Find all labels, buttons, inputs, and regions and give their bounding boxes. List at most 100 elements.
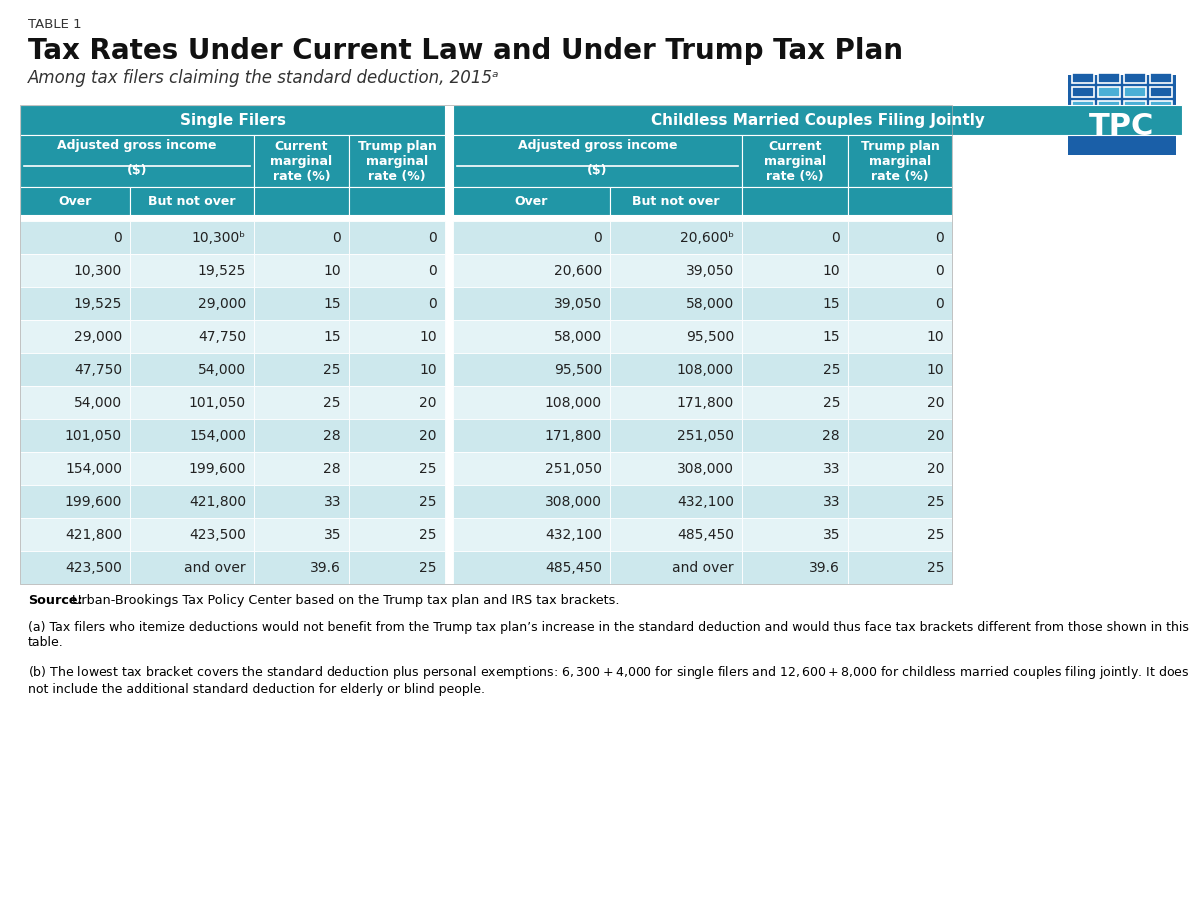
Bar: [454, 287, 610, 320]
Bar: [254, 320, 349, 353]
Text: 0: 0: [832, 230, 840, 245]
Bar: [610, 221, 742, 254]
Text: 251,050: 251,050: [545, 461, 602, 476]
Text: TABLE 1: TABLE 1: [28, 18, 82, 31]
Bar: [1150, 87, 1172, 97]
Bar: [610, 485, 742, 518]
Bar: [130, 221, 254, 254]
Text: 423,500: 423,500: [65, 561, 122, 574]
Text: 10: 10: [419, 330, 437, 343]
Bar: [349, 551, 445, 584]
Text: 0: 0: [428, 297, 437, 310]
Text: Among tax filers claiming the standard deduction, 2015ᵃ: Among tax filers claiming the standard d…: [28, 69, 499, 87]
Bar: [848, 287, 952, 320]
Bar: [254, 353, 349, 386]
Text: (a) Tax filers who itemize deductions would not benefit from the Trump tax plan’: (a) Tax filers who itemize deductions wo…: [28, 621, 1189, 649]
Text: 54,000: 54,000: [198, 362, 246, 376]
Bar: [1098, 73, 1120, 83]
Text: 35: 35: [822, 528, 840, 541]
Text: 54,000: 54,000: [74, 395, 122, 410]
Bar: [349, 353, 445, 386]
Text: Trump plan
marginal
rate (%): Trump plan marginal rate (%): [358, 140, 437, 183]
Bar: [848, 353, 952, 386]
Text: 35: 35: [324, 528, 341, 541]
Bar: [848, 320, 952, 353]
Text: 10: 10: [926, 362, 944, 376]
Text: 0: 0: [428, 230, 437, 245]
Text: 25: 25: [324, 395, 341, 410]
Text: 101,050: 101,050: [65, 428, 122, 443]
Bar: [454, 187, 610, 215]
Bar: [742, 386, 848, 419]
Bar: [130, 518, 254, 551]
Bar: [742, 551, 848, 584]
Text: 20: 20: [926, 461, 944, 476]
Text: 108,000: 108,000: [545, 395, 602, 410]
Text: 0: 0: [332, 230, 341, 245]
Text: 28: 28: [323, 461, 341, 476]
Bar: [610, 452, 742, 485]
Text: 308,000: 308,000: [545, 495, 602, 509]
Bar: [20, 215, 445, 221]
Bar: [130, 353, 254, 386]
Bar: [1098, 87, 1120, 97]
Text: 33: 33: [822, 461, 840, 476]
Bar: [20, 135, 254, 187]
Bar: [1068, 75, 1176, 155]
Text: 251,050: 251,050: [677, 428, 734, 443]
Text: 33: 33: [324, 495, 341, 509]
Bar: [349, 135, 445, 187]
Text: 421,800: 421,800: [65, 528, 122, 541]
Bar: [610, 320, 742, 353]
Text: 25: 25: [822, 395, 840, 410]
Text: 10: 10: [822, 264, 840, 278]
Text: 15: 15: [822, 297, 840, 310]
Text: 20,600ᵇ: 20,600ᵇ: [680, 230, 734, 245]
Bar: [130, 187, 254, 215]
Text: Over: Over: [515, 194, 548, 207]
Bar: [130, 386, 254, 419]
Bar: [254, 419, 349, 452]
Text: 95,500: 95,500: [553, 362, 602, 376]
Bar: [254, 452, 349, 485]
Text: 0: 0: [935, 297, 944, 310]
Bar: [742, 320, 848, 353]
Bar: [254, 518, 349, 551]
Text: 20: 20: [926, 395, 944, 410]
Bar: [454, 320, 610, 353]
Bar: [454, 386, 610, 419]
Bar: [130, 287, 254, 320]
Text: 20,600: 20,600: [553, 264, 602, 278]
Bar: [349, 320, 445, 353]
Bar: [20, 551, 130, 584]
Bar: [1124, 101, 1146, 111]
Text: 199,600: 199,600: [188, 461, 246, 476]
Bar: [349, 452, 445, 485]
Bar: [349, 386, 445, 419]
Text: ($): ($): [127, 163, 148, 177]
Bar: [130, 551, 254, 584]
Bar: [20, 419, 130, 452]
Text: 28: 28: [822, 428, 840, 443]
Bar: [848, 518, 952, 551]
Bar: [20, 518, 130, 551]
Text: 20: 20: [420, 428, 437, 443]
Text: 108,000: 108,000: [677, 362, 734, 376]
Bar: [1072, 73, 1094, 83]
Text: 154,000: 154,000: [65, 461, 122, 476]
Bar: [610, 254, 742, 287]
Bar: [454, 353, 610, 386]
Bar: [742, 221, 848, 254]
Text: Adjusted gross income: Adjusted gross income: [517, 139, 677, 152]
Text: 39,050: 39,050: [685, 264, 734, 278]
Bar: [130, 452, 254, 485]
Text: 47,750: 47,750: [74, 362, 122, 376]
Bar: [349, 518, 445, 551]
Text: 25: 25: [926, 495, 944, 509]
Bar: [20, 221, 130, 254]
Text: 39,050: 39,050: [553, 297, 602, 310]
Text: 28: 28: [323, 428, 341, 443]
Bar: [848, 386, 952, 419]
Bar: [742, 287, 848, 320]
Bar: [20, 485, 130, 518]
